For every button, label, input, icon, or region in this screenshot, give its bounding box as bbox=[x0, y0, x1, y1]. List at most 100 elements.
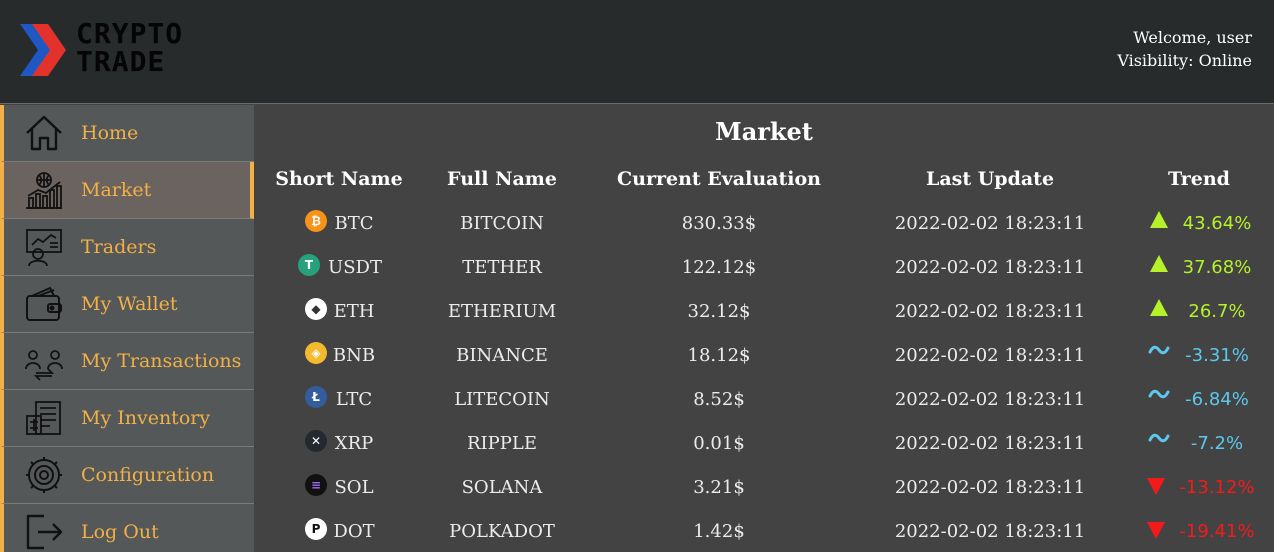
table-row[interactable]: ₿ BTC BITCOIN 830.33$ 2022-02-02 18:23:11 43.… bbox=[254, 210, 1274, 256]
logo-chevron-icon bbox=[20, 24, 66, 76]
sidebar-item-my-wallet[interactable]: My Wallet bbox=[0, 276, 254, 333]
sidebar-item-label: My Inventory bbox=[81, 407, 211, 429]
cell-short-name: BNB bbox=[332, 345, 376, 366]
trend-down-icon bbox=[1147, 522, 1165, 539]
sidebar-item-home[interactable]: Home bbox=[0, 105, 254, 162]
cell-last-update: 2022-02-02 18:23:11 bbox=[894, 477, 1086, 498]
sidebar-item-label: My Wallet bbox=[81, 293, 178, 315]
trend-down-icon bbox=[1147, 478, 1165, 495]
logout-icon bbox=[26, 514, 63, 550]
user-info: Welcome, user Visibility: Online bbox=[1117, 26, 1252, 72]
cell-current-evaluation: 1.42$ bbox=[693, 521, 745, 542]
cell-full-name: TETHER bbox=[462, 257, 542, 278]
sidebar-item-label: Market bbox=[81, 179, 152, 201]
sidebar-item-label: My Transactions bbox=[81, 350, 242, 372]
litecoin-icon: Ł bbox=[305, 386, 327, 408]
polkadot-icon: P bbox=[305, 518, 327, 540]
trend-up-icon bbox=[1150, 255, 1168, 272]
table-row[interactable]: ◈ BNB BINANCE 18.12$ 2022-02-02 18:23:11 -3.3… bbox=[254, 342, 1274, 388]
cell-trend-value: 26.7% bbox=[1188, 301, 1246, 322]
table-row[interactable]: P DOT POLKADOT 1.42$ 2022-02-02 18:23:11 -19.… bbox=[254, 518, 1274, 552]
sidebar-item-traders[interactable]: Traders bbox=[0, 219, 254, 276]
cell-last-update: 2022-02-02 18:23:11 bbox=[894, 433, 1086, 454]
cell-short-name: XRP bbox=[334, 433, 374, 454]
cell-trend-value: 37.68% bbox=[1182, 257, 1252, 278]
transactions-icon bbox=[25, 350, 63, 381]
page-title: Market bbox=[715, 117, 813, 146]
market-chart-icon bbox=[26, 172, 62, 209]
sidebar: Home Market Traders My Wallet My Transac… bbox=[0, 105, 254, 552]
market-panel: Market Short Name Full Name Current Eval… bbox=[254, 105, 1274, 552]
sidebar-item-my-inventory[interactable]: My Inventory bbox=[0, 390, 254, 447]
gear-icon bbox=[26, 457, 62, 493]
cell-last-update: 2022-02-02 18:23:11 bbox=[894, 257, 1086, 278]
table-row[interactable]: T USDT TETHER 122.12$ 2022-02-02 18:23:11 37.… bbox=[254, 254, 1274, 300]
welcome-text: Welcome, user bbox=[1133, 28, 1252, 47]
cell-current-evaluation: 3.21$ bbox=[693, 477, 745, 498]
table-row[interactable]: ◆ ETH ETHERIUM 32.12$ 2022-02-02 18:23:11 26.… bbox=[254, 298, 1274, 344]
table-row[interactable]: ≡ SOL SOLANA 3.21$ 2022-02-02 18:23:11 -13.12… bbox=[254, 474, 1274, 520]
cell-full-name: RIPPLE bbox=[467, 433, 537, 454]
app-logo[interactable]: CRYPTO TRADE bbox=[18, 20, 218, 78]
table-row[interactable]: Ł LTC LITECOIN 8.52$ 2022-02-02 18:23:11 -6.8… bbox=[254, 386, 1274, 432]
binance-icon: ◈ bbox=[305, 342, 327, 364]
cell-last-update: 2022-02-02 18:23:11 bbox=[894, 345, 1086, 366]
cell-short-name: ETH bbox=[333, 301, 375, 322]
cell-trend-value: 43.64% bbox=[1182, 213, 1252, 234]
column-header-trend: Trend bbox=[1168, 168, 1230, 190]
traders-icon bbox=[26, 229, 62, 267]
column-header-current-evaluation: Current Evaluation bbox=[617, 168, 821, 190]
cell-full-name: POLKADOT bbox=[449, 521, 555, 542]
logo-line-2: TRADE bbox=[76, 45, 166, 78]
cell-current-evaluation: 18.12$ bbox=[687, 345, 751, 366]
cell-short-name: DOT bbox=[333, 521, 375, 542]
sidebar-item-market[interactable]: Market bbox=[0, 162, 254, 219]
column-header-full-name: Full Name bbox=[447, 168, 557, 190]
column-header-short-name: Short Name bbox=[275, 168, 403, 190]
solana-icon: ≡ bbox=[305, 474, 327, 496]
trend-up-icon bbox=[1150, 211, 1168, 228]
cell-short-name: BTC bbox=[334, 213, 374, 234]
cell-trend-value: -19.41% bbox=[1179, 521, 1255, 542]
cell-last-update: 2022-02-02 18:23:11 bbox=[894, 213, 1086, 234]
cell-short-name: LTC bbox=[335, 389, 373, 410]
cell-trend-value: -7.2% bbox=[1190, 433, 1244, 454]
cell-current-evaluation: 32.12$ bbox=[687, 301, 751, 322]
cell-current-evaluation: 8.52$ bbox=[693, 389, 745, 410]
home-icon bbox=[26, 115, 62, 151]
inventory-icon bbox=[26, 401, 61, 435]
cell-trend-value: -3.31% bbox=[1185, 345, 1249, 366]
cell-full-name: BINANCE bbox=[456, 345, 548, 366]
trend-up-icon bbox=[1150, 299, 1168, 316]
sidebar-item-my-transactions[interactable]: My Transactions bbox=[0, 333, 254, 390]
sidebar-item-label: Configuration bbox=[81, 464, 215, 486]
logo-text: CRYPTO TRADE bbox=[76, 20, 183, 76]
trend-flat-icon bbox=[1148, 345, 1170, 355]
column-header-last-update: Last Update bbox=[925, 168, 1055, 190]
cell-full-name: LITECOIN bbox=[454, 389, 550, 410]
cell-trend-value: -13.12% bbox=[1179, 477, 1255, 498]
ripple-icon: ✕ bbox=[305, 430, 327, 452]
cell-trend-value: -6.84% bbox=[1185, 389, 1249, 410]
ethereum-icon: ◆ bbox=[305, 298, 327, 320]
cell-full-name: ETHERIUM bbox=[447, 301, 557, 322]
bitcoin-icon: ₿ bbox=[305, 210, 327, 232]
sidebar-item-label: Traders bbox=[81, 236, 157, 258]
table-row[interactable]: ✕ XRP RIPPLE 0.01$ 2022-02-02 18:23:11 -7.2% bbox=[254, 430, 1274, 476]
sidebar-item-label: Home bbox=[81, 122, 139, 144]
sidebar-item-configuration[interactable]: Configuration bbox=[0, 447, 254, 504]
cell-last-update: 2022-02-02 18:23:11 bbox=[894, 521, 1086, 542]
cell-last-update: 2022-02-02 18:23:11 bbox=[894, 389, 1086, 410]
logo-line-1: CRYPTO bbox=[76, 17, 184, 50]
cell-full-name: SOLANA bbox=[461, 477, 543, 498]
cell-current-evaluation: 830.33$ bbox=[681, 213, 757, 234]
cell-current-evaluation: 0.01$ bbox=[693, 433, 745, 454]
cell-short-name: USDT bbox=[328, 257, 382, 278]
wallet-icon bbox=[26, 286, 62, 321]
cell-last-update: 2022-02-02 18:23:11 bbox=[894, 301, 1086, 322]
cell-current-evaluation: 122.12$ bbox=[681, 257, 757, 278]
visibility-status: Visibility: Online bbox=[1117, 51, 1252, 70]
sidebar-item-log-out[interactable]: Log Out bbox=[0, 504, 254, 552]
trend-flat-icon bbox=[1148, 389, 1170, 399]
tether-icon: T bbox=[298, 254, 320, 276]
